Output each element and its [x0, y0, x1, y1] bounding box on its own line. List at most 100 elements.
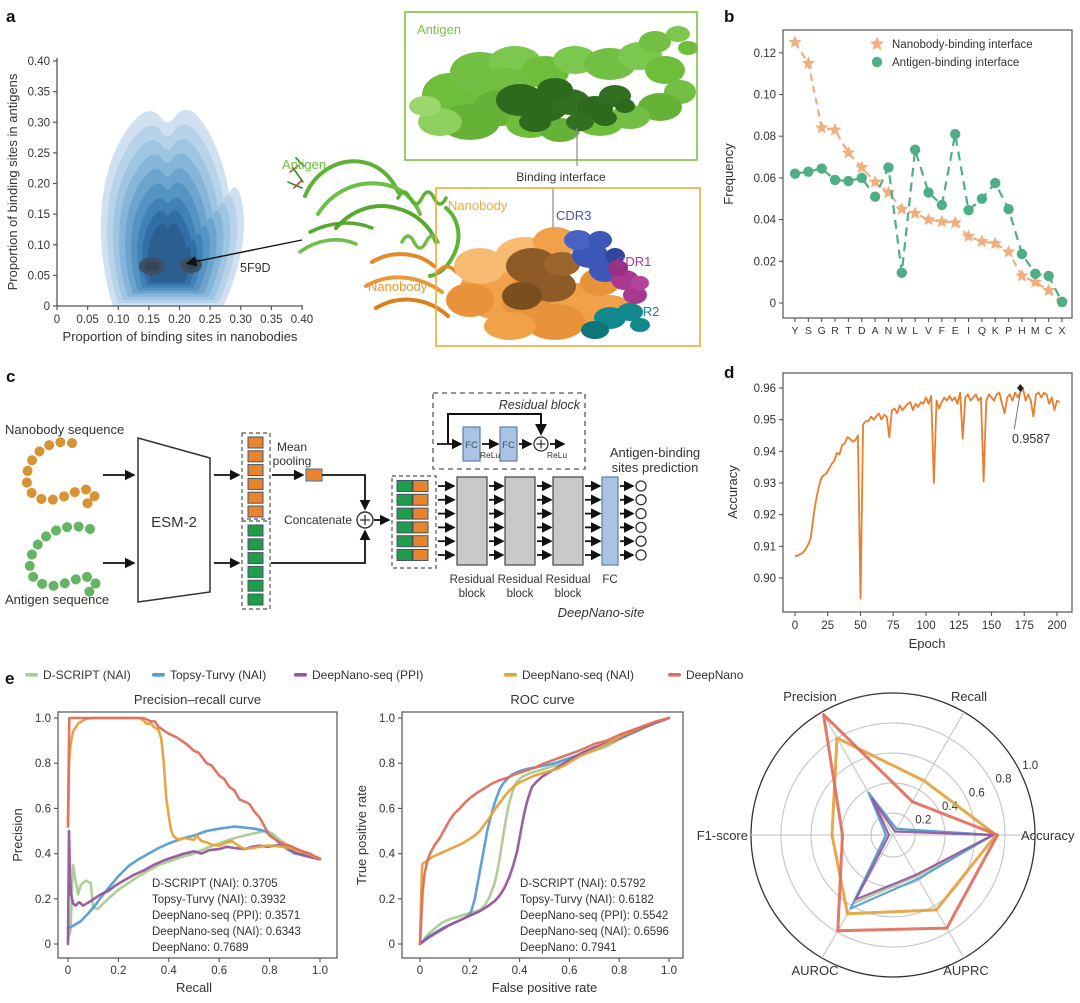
plot-border: [782, 29, 1073, 319]
radar-axis-label: Precision: [783, 689, 836, 704]
radar-axis-label: AUPRC: [943, 963, 989, 978]
nanobody-embedding-cell: [247, 477, 264, 490]
radar-spoke: [892, 711, 965, 836]
skip-connection: [447, 413, 547, 444]
inset-fc1-label: FC: [465, 440, 478, 451]
tick-label: 0.30: [28, 117, 50, 129]
output-node: [635, 507, 647, 520]
output-node: [635, 480, 647, 492]
series-marker-circle: [1043, 270, 1054, 282]
output-node: [635, 535, 647, 547]
tick-label: 0.8: [262, 965, 278, 977]
tick-label: K: [992, 325, 999, 337]
plot-border: [57, 711, 338, 959]
tick-label: F: [939, 325, 945, 337]
tick-label: 0.6: [35, 803, 51, 815]
tick-label: 1.0: [661, 965, 677, 977]
legend-label: Nanobody-binding interface: [892, 39, 1033, 51]
panel-e: e D-SCRIPT (NAI) Topsy-Turvy (NAI) DeepNan…: [5, 668, 1075, 995]
model-name-label: DeepNano-site: [558, 605, 645, 620]
antigen-sequence-beads: [24, 521, 101, 597]
radar-tick-label: 0.4: [942, 801, 959, 813]
tick-label: 0.2: [110, 965, 126, 977]
series-marker-circle: [1003, 203, 1014, 215]
series-line: [66, 716, 322, 861]
tick-label: 0.4: [379, 849, 396, 861]
tick-label: 0.04: [754, 215, 777, 227]
tick-label: 0.91: [754, 541, 776, 553]
panel-letter-a: a: [6, 7, 16, 26]
concat-cell-orange: [412, 535, 429, 548]
residual1-label-line1: Residual: [450, 574, 495, 586]
radar-series: [854, 797, 995, 901]
series-marker-star: [1042, 283, 1056, 297]
fc-block-label: FC: [602, 574, 617, 586]
panel-a: a 00 0.05 0.05 0.10 0.10 0.15 0.15 0.20 0.20 0.25…: [5, 7, 701, 347]
cdr3-label: CDR3: [556, 208, 591, 223]
tick-label: 0: [770, 298, 776, 310]
tick-label: 1.0: [312, 965, 328, 977]
y-axis-title: True positive rate: [354, 785, 369, 885]
tick-label: 0.15: [138, 314, 160, 326]
tick-label: P: [1005, 325, 1012, 337]
y-axis-title: Proportion of binding sites in antigens: [5, 73, 20, 290]
tick-label: N: [885, 325, 893, 337]
inset-title: Residual block: [499, 398, 581, 412]
annotation-text: DeepNano-seq (PPI): 0.3571: [152, 910, 300, 922]
tick-label: 0.30: [230, 314, 252, 326]
annotation-text: 5F9D: [240, 261, 271, 275]
series-marker-circle: [816, 163, 827, 174]
kde-core: [145, 261, 159, 271]
series-marker-star: [961, 229, 976, 242]
series-marker-star: [855, 160, 869, 174]
series-marker-star: [1028, 275, 1042, 288]
tick-label: E: [952, 325, 959, 337]
mean-pooling-label-1: Mean: [277, 440, 307, 454]
tick-label: 0: [417, 965, 423, 977]
tick-label: 150: [982, 620, 1001, 632]
radar-chart: 0.2 0.4 0.6 0.8 1.0 Precision Recall Accuracy AU…: [697, 689, 1075, 978]
series-marker-circle: [950, 128, 961, 140]
binding-interface-label: Binding interface: [516, 170, 606, 184]
tick-label: 25: [821, 620, 834, 632]
nanobody-embedding-cell: [247, 491, 264, 504]
tick-label: 0.10: [28, 240, 50, 252]
annotation-arrow: [185, 239, 303, 267]
antigen-embedding-cell: [247, 524, 264, 537]
tick-label: C: [1045, 325, 1053, 337]
series-marker-circle: [869, 191, 881, 202]
annotation-text: D-SCRIPT (NAI): 0.5792: [520, 878, 646, 890]
series-line: [66, 716, 322, 861]
radar-axis-label: Recall: [951, 689, 987, 704]
tick-label: 0.6: [211, 965, 227, 977]
radar-series: [830, 736, 998, 916]
tick-label: 0.6: [379, 803, 395, 815]
panel-letter-b: b: [724, 7, 734, 26]
legend-label: DeepNano-seq (NAI): [522, 668, 634, 682]
x-axis-title: Epoch: [909, 636, 946, 651]
tick-label: 50: [854, 620, 867, 632]
tick-label: 0.94: [754, 446, 777, 458]
tick-label: Y: [791, 325, 798, 337]
inset-fc2-label: FC: [502, 440, 515, 451]
tick-label: 0.25: [28, 148, 50, 160]
concat-cell-orange: [412, 480, 429, 492]
annotation-marker: [1017, 383, 1024, 392]
plot-border: [401, 711, 684, 959]
radar-series: [849, 791, 995, 910]
panel-letter-d: d: [724, 363, 734, 382]
legend-label: D-SCRIPT (NAI): [43, 668, 131, 682]
series-marker-circle: [963, 205, 974, 216]
series-marker-circle: [856, 172, 867, 184]
tick-label: 0.08: [754, 131, 776, 143]
concat-cell-green: [396, 535, 413, 548]
tick-label: G: [818, 325, 826, 337]
tick-label: 0.4: [161, 965, 178, 977]
nanobody-embedding-cell: [247, 464, 264, 477]
panel-title: ROC curve: [510, 692, 574, 707]
tick-label: A: [872, 325, 879, 337]
tick-label: 0.96: [754, 383, 776, 395]
cdr1-label: CDR1: [616, 254, 651, 269]
residual-block-inset: Residual block FC ReLu FC ReLu: [432, 392, 586, 470]
inset-relu1-label: ReLu: [480, 450, 501, 460]
